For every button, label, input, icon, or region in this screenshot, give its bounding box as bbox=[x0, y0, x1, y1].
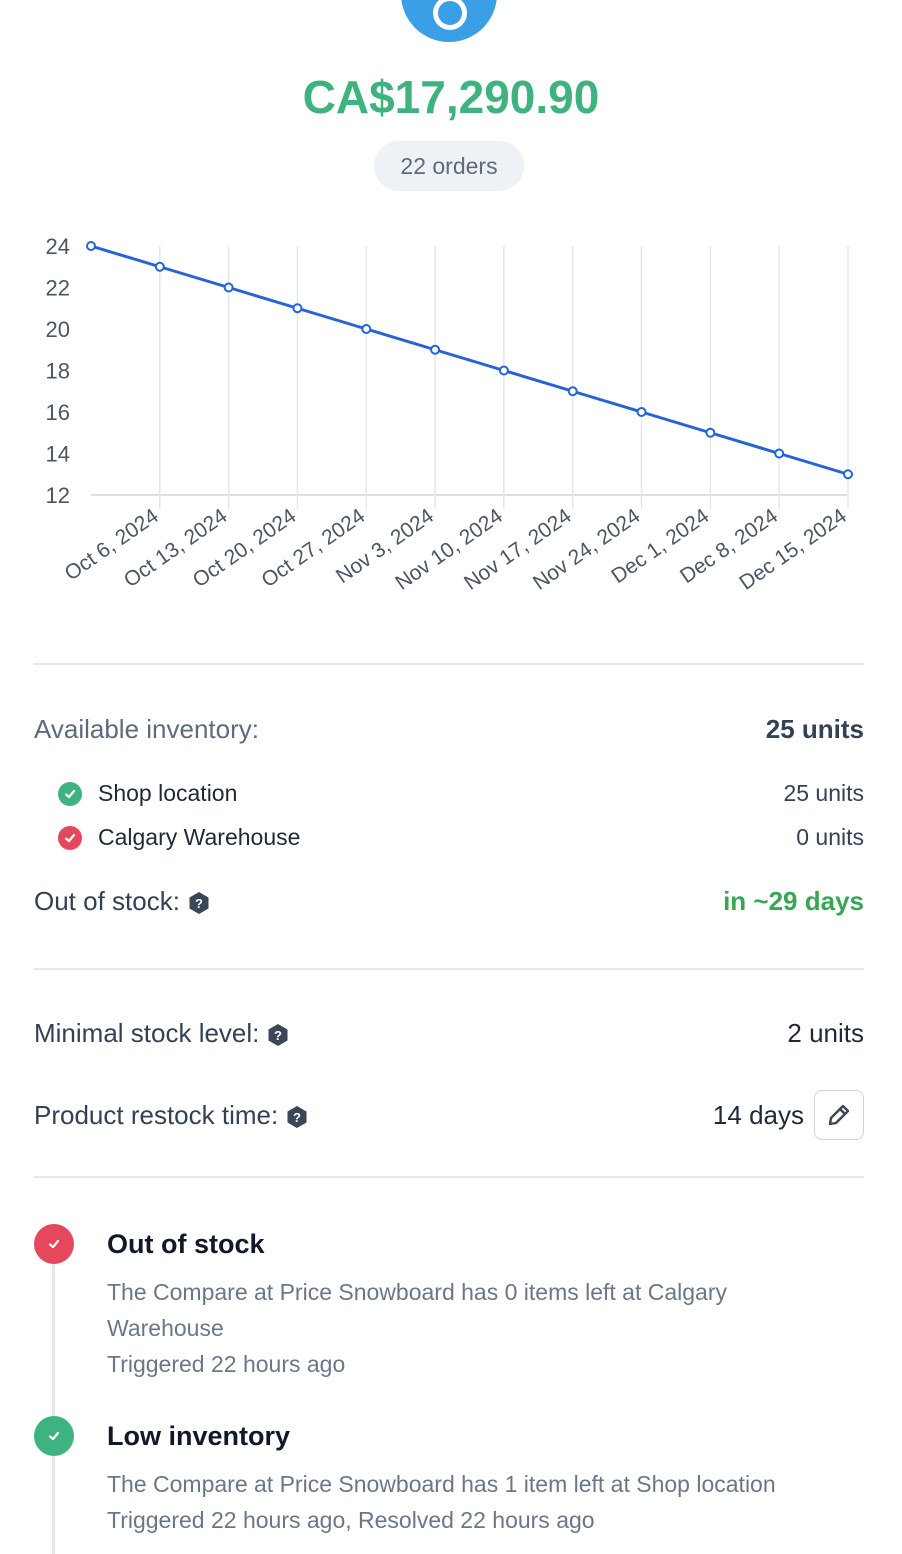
divider bbox=[34, 968, 864, 970]
location-units: 0 units bbox=[796, 824, 864, 850]
alert-body: Out of stock The Compare at Price Snowbo… bbox=[107, 1228, 864, 1382]
setting-row: Product restock time:? 14 days bbox=[34, 1090, 864, 1140]
label-wrap: Out of stock:? bbox=[34, 886, 210, 917]
data-point bbox=[430, 344, 441, 355]
data-point bbox=[361, 324, 372, 334]
alert-icon bbox=[34, 1224, 74, 1264]
y-tick-label: 18 bbox=[46, 359, 70, 384]
svg-text:?: ? bbox=[195, 896, 203, 911]
location: Shop location bbox=[58, 780, 237, 807]
svg-text:?: ? bbox=[274, 1028, 282, 1043]
y-tick-label: 20 bbox=[46, 317, 70, 342]
data-point bbox=[498, 365, 509, 376]
value: 2 units bbox=[787, 1018, 864, 1048]
label: Product restock time: bbox=[34, 1099, 279, 1130]
data-point bbox=[86, 241, 96, 251]
y-tick-label: 24 bbox=[46, 234, 70, 259]
value-wrap: 2 units bbox=[787, 1018, 864, 1049]
svg-text:?: ? bbox=[293, 1110, 301, 1125]
inventory-row: Available inventory: 25 units bbox=[34, 714, 864, 745]
location-name: Shop location bbox=[98, 780, 238, 806]
timeline-line bbox=[52, 1250, 55, 1554]
alert-icon bbox=[34, 1416, 74, 1456]
help-icon[interactable]: ? bbox=[267, 1023, 289, 1047]
alert-meta: Triggered 22 hours ago bbox=[107, 1351, 346, 1377]
alert-body: Low inventory The Compare at Price Snowb… bbox=[107, 1420, 864, 1538]
edit-button[interactable] bbox=[814, 1090, 864, 1140]
status-icon bbox=[58, 781, 82, 806]
series-line bbox=[90, 244, 849, 476]
avatar bbox=[401, 0, 497, 42]
label-wrap: Minimal stock level:? bbox=[34, 1018, 289, 1049]
alert-description: The Compare at Price Snowboard has 0 ite… bbox=[107, 1279, 728, 1341]
location: Calgary Warehouse bbox=[58, 824, 300, 851]
help-icon[interactable]: ? bbox=[286, 1105, 308, 1129]
status-icon bbox=[58, 825, 82, 850]
amount: CA$17,290.90 bbox=[302, 71, 600, 123]
y-tick-label: 14 bbox=[46, 442, 70, 467]
orders-pill: 22 orders bbox=[374, 141, 524, 191]
data-point bbox=[292, 303, 303, 314]
label: Available inventory: bbox=[34, 714, 259, 744]
y-tick-label: 12 bbox=[46, 483, 70, 508]
data-point bbox=[223, 282, 234, 293]
value: 14 days bbox=[712, 1099, 804, 1130]
y-tick-label: 22 bbox=[46, 276, 70, 301]
alert-title: Low inventory bbox=[107, 1421, 291, 1451]
divider bbox=[34, 1176, 864, 1178]
data-point bbox=[705, 427, 716, 438]
divider bbox=[34, 663, 864, 665]
location-name: Calgary Warehouse bbox=[98, 824, 301, 850]
alert-meta: Triggered 22 hours ago, Resolved 22 hour… bbox=[107, 1507, 595, 1533]
data-point bbox=[636, 407, 647, 417]
value: in ~29 days bbox=[723, 886, 864, 916]
data-point bbox=[567, 386, 578, 397]
alert-description: The Compare at Price Snowboard has 1 ite… bbox=[107, 1471, 776, 1497]
data-point bbox=[843, 469, 853, 480]
location-units: 25 units bbox=[783, 780, 864, 806]
data-point bbox=[774, 448, 785, 459]
out-of-stock-row: Out of stock:? in ~29 days bbox=[34, 886, 864, 917]
location-row: Shop location 25 units bbox=[58, 780, 864, 807]
y-tick-label: 16 bbox=[46, 400, 70, 425]
value: 25 units bbox=[765, 714, 864, 744]
value-wrap: 14 days bbox=[713, 1090, 864, 1140]
label: Minimal stock level: bbox=[34, 1018, 260, 1048]
label: Out of stock: bbox=[34, 886, 180, 916]
alert-title: Out of stock bbox=[107, 1229, 265, 1259]
data-point bbox=[154, 261, 165, 272]
setting-row: Minimal stock level:? 2 units bbox=[34, 1018, 864, 1049]
location-row: Calgary Warehouse 0 units bbox=[58, 824, 864, 851]
label-wrap: Product restock time:? bbox=[34, 1100, 308, 1131]
help-icon[interactable]: ? bbox=[188, 891, 210, 915]
